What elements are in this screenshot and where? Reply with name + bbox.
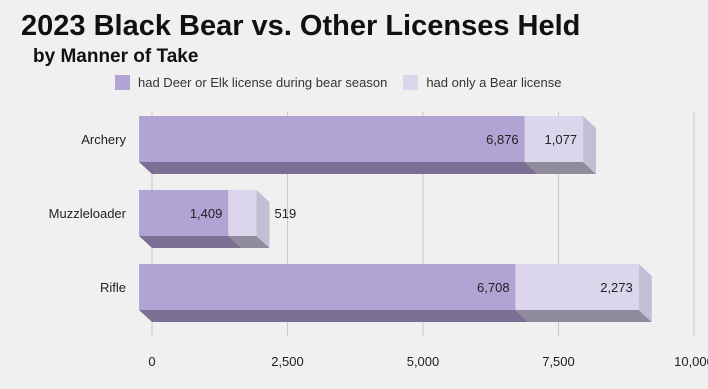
legend-label-bear-only: had only a Bear license (426, 75, 562, 90)
bar-bottom-face (515, 310, 652, 322)
x-tick-label: 0 (148, 354, 155, 369)
bar-bottom-face (524, 162, 597, 174)
bar-side-face (638, 264, 652, 322)
chart-title: 2023 Black Bear vs. Other Licenses Held (21, 10, 581, 42)
category-label: Muzzleloader (49, 206, 127, 221)
bar-muzzleloader-series-0 (139, 190, 229, 236)
bar-bottom-face (139, 162, 538, 174)
data-label: 1,077 (545, 132, 578, 147)
legend-swatch-bear-only (403, 75, 419, 90)
legend-swatch-deer-elk (115, 75, 130, 90)
bar-bottom-face (228, 236, 270, 248)
data-label: 2,273 (600, 280, 633, 295)
category-label: Archery (81, 132, 126, 147)
category-label: Rifle (100, 280, 126, 295)
bar-archery-series-1 (524, 116, 584, 162)
legend-label-deer-elk: had Deer or Elk license during bear seas… (138, 75, 388, 90)
bar-bottom-face (139, 310, 529, 322)
bar-rifle-series-1 (515, 264, 639, 310)
bar-side-face (256, 190, 270, 248)
data-label: 519 (274, 206, 296, 221)
bar-bottom-face (139, 236, 242, 248)
bar-muzzleloader-series-1 (228, 190, 257, 236)
legend-item-bear-only: had only a Bear license (403, 75, 561, 90)
data-label: 6,708 (477, 280, 510, 295)
legend: had Deer or Elk license during bear seas… (115, 75, 577, 90)
bar-rifle-series-0 (139, 264, 516, 310)
x-tick-label: 7,500 (542, 354, 575, 369)
x-tick-label: 2,500 (271, 354, 304, 369)
data-label: 1,409 (190, 206, 223, 221)
x-tick-label: 10,000 (674, 354, 708, 369)
bar-side-face (583, 116, 597, 174)
legend-item-deer-elk: had Deer or Elk license during bear seas… (115, 75, 387, 90)
bar-archery-series-0 (139, 116, 525, 162)
x-tick-label: 5,000 (407, 354, 440, 369)
data-label: 6,876 (486, 132, 519, 147)
chart-subtitle: by Manner of Take (33, 46, 199, 67)
